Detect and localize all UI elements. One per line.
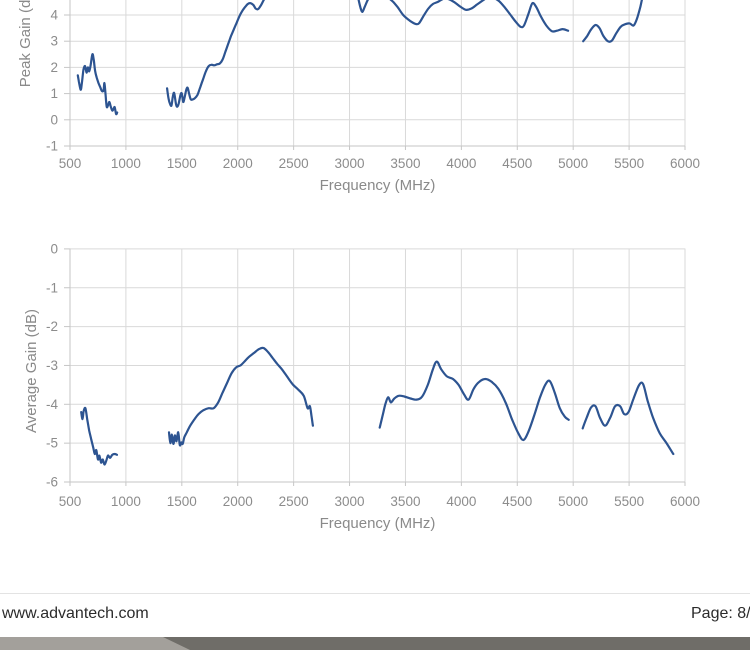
x-tick-label: 3500 [390,494,420,509]
x-axis-title: Frequency (MHz) [320,177,436,194]
y-tick-label: 0 [50,112,58,127]
x-tick-label: 1000 [111,156,141,171]
x-tick-label: 1500 [167,494,197,509]
gain-curve-segment [581,381,675,456]
x-tick-label: 6000 [670,156,700,171]
x-tick-label: 6000 [670,494,700,509]
x-tick-label: 4000 [446,494,476,509]
gain-curve-segment [166,0,265,108]
x-tick-label: 2000 [223,494,253,509]
x-tick-label: 3000 [335,156,365,171]
gain-curve-segment [167,346,314,447]
y-tick-label: -1 [46,139,58,154]
x-tick-label: 2500 [279,156,309,171]
x-tick-label: 2000 [223,156,253,171]
y-tick-label: 2 [50,60,58,75]
y-tick-label: -6 [46,475,58,490]
y-tick-label: 0 [50,241,58,256]
gain-curve-segment [357,0,570,33]
y-tick-label: 1 [50,86,58,101]
gain-curve-segment [80,406,119,466]
bottom-ribbon-light [0,637,190,650]
y-axis-title: Peak Gain (dB) [17,0,34,87]
y-tick-label: -4 [46,397,58,412]
y-tick-label: 4 [50,8,58,23]
x-tick-label: 4500 [502,156,532,171]
average-gain-chart: 500 1000 1500 2000 2500 3000 3500 4000 4500 5000 5… [23,241,700,532]
x-axis-title: Frequency (MHz) [320,515,436,532]
footer-page-number: Page: 8/ [691,605,750,622]
gain-curve-segment [76,53,119,116]
x-tick-label: 500 [59,156,82,171]
x-tick-label: 5000 [558,156,588,171]
x-tick-label: 5000 [558,494,588,509]
peak-gain-chart: 500 1000 1500 2000 2500 3000 3500 4000 4500 5000 5… [17,0,700,194]
x-tick-label: 5500 [614,156,644,171]
x-tick-label: 2500 [279,494,309,509]
y-tick-label: 3 [50,34,58,49]
x-tick-label: 4500 [502,494,532,509]
x-tick-label: 1500 [167,156,197,171]
x-tick-label: 4000 [446,156,476,171]
y-axis-title: Average Gain (dB) [23,309,40,433]
y-tick-label: -2 [46,319,58,334]
x-tick-label: 3500 [390,156,420,171]
y-tick-label: -3 [46,358,58,373]
y-tick-label: -5 [46,436,58,451]
bottom-ribbon-dark [0,637,750,650]
x-tick-label: 1000 [111,494,141,509]
gain-curve-segment [378,360,570,442]
x-tick-label: 3000 [335,494,365,509]
gain-curve-segment [582,0,643,43]
x-tick-label: 5500 [614,494,644,509]
footer-divider [0,593,750,594]
y-tick-label: -1 [46,280,58,295]
x-tick-label: 500 [59,494,82,509]
footer-url: www.advantech.com [2,605,149,622]
